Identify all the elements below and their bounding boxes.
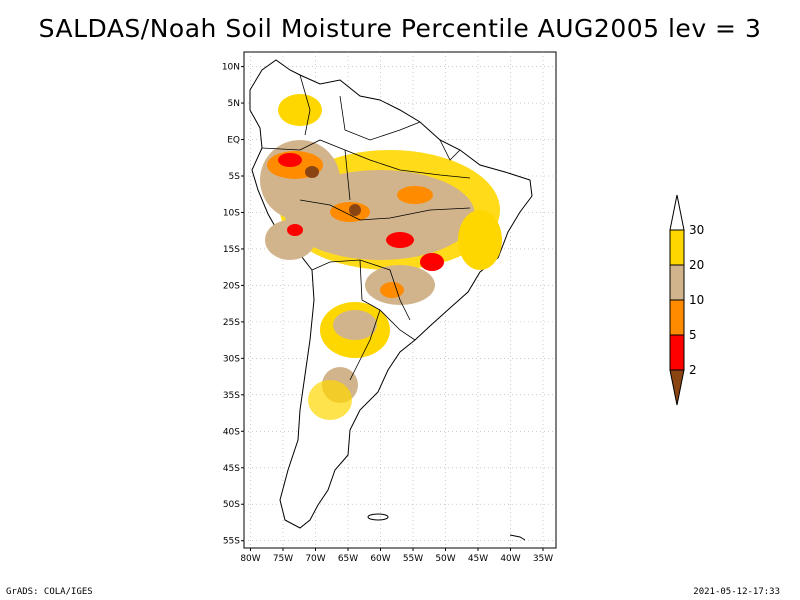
lat-tick-label: 40S (223, 427, 240, 437)
shade-red-peru (287, 224, 303, 236)
lon-tick-label: 40W (500, 554, 520, 564)
shade-brown-2 (349, 204, 361, 216)
falkland-islands (367, 513, 389, 521)
legend-labels: 2 5 10 20 30 (689, 223, 704, 377)
footer-timestamp: 2021-05-12-17:33 (693, 587, 780, 597)
soil-moisture-shading (260, 94, 502, 420)
lon-tick-label: 75W (273, 554, 293, 564)
lat-tick-label: 45S (223, 464, 240, 474)
lat-tick-label: 55S (223, 537, 240, 547)
lat-tick-label: 35S (223, 391, 240, 401)
south-america-landmass (249, 59, 533, 541)
legend-label: 5 (689, 328, 697, 342)
shade-yellow-north (278, 94, 322, 126)
legend-below-2-triangle (669, 369, 685, 406)
lat-tick-label: 5N (228, 99, 240, 109)
lat-tick-label: 5S (229, 172, 241, 182)
lon-tick-label: 50W (435, 554, 455, 564)
legend-label: 20 (689, 258, 704, 272)
shade-red-1 (278, 153, 302, 167)
legend-box-2-5 (669, 334, 685, 371)
shade-red-2 (386, 232, 414, 248)
shade-orange-4 (380, 282, 404, 298)
lat-tick-label: 10S (223, 208, 240, 218)
lon-tick-label: 70W (305, 554, 325, 564)
color-legend: 2 5 10 20 30 (669, 194, 704, 406)
legend-label: 2 (689, 363, 697, 377)
lat-tick-label: 20S (223, 281, 240, 291)
legend-box-20-30 (669, 229, 685, 266)
legend-box-5-10 (669, 299, 685, 336)
lat-tick-label: 25S (223, 318, 240, 328)
lat-tick-label: 10N (222, 63, 240, 73)
country-borders (261, 74, 471, 381)
lon-tick-label: 55W (403, 554, 423, 564)
shade-yellow-arg (308, 380, 352, 420)
lat-tick-label: 15S (223, 245, 240, 255)
legend-label: 30 (689, 223, 704, 237)
legend-above-30-triangle (669, 194, 685, 231)
lat-tick-label: 50S (223, 500, 240, 510)
shade-yellow-east (458, 210, 502, 270)
longitude-labels: 80W 75W 70W 65W 60W 55W 50W 45W 40W 35W (240, 548, 553, 564)
shade-orange-3 (397, 186, 433, 204)
footer-credit: GrADS: COLA/IGES (6, 587, 93, 597)
shade-red-3 (420, 253, 444, 271)
latitude-labels: 10N 5N EQ 5S 10S 15S 20S 25S 30S 35S 40S 45S 50S 55S (222, 63, 244, 547)
lat-tick-label: 30S (223, 354, 240, 364)
shade-brown-1 (305, 166, 319, 178)
lon-tick-label: 60W (370, 554, 390, 564)
shade-tan-south (333, 310, 377, 340)
lon-tick-label: 45W (468, 554, 488, 564)
legend-box-10-20 (669, 264, 685, 301)
lon-tick-label: 65W (338, 554, 358, 564)
map-title: SALDAS/Noah Soil Moisture Percentile AUG… (38, 14, 762, 43)
lon-tick-label: 80W (240, 554, 260, 564)
south-georgia (509, 534, 526, 541)
lon-tick-label: 35W (533, 554, 553, 564)
legend-label: 10 (689, 293, 704, 307)
lat-tick-label: EQ (227, 136, 240, 146)
